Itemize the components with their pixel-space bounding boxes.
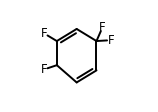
Text: F: F	[41, 27, 47, 40]
Text: F: F	[41, 63, 47, 76]
Text: F: F	[99, 21, 106, 34]
Text: F: F	[108, 34, 115, 47]
